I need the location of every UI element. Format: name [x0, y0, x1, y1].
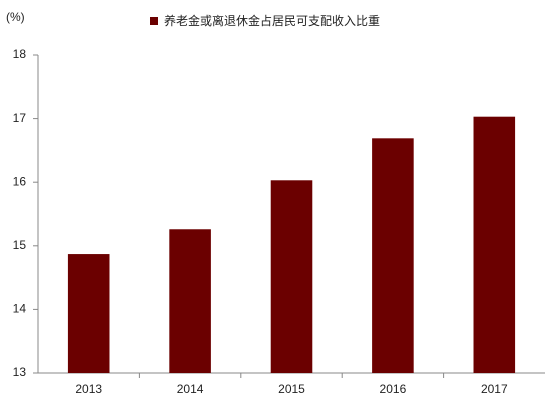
x-tick-label: 2014: [177, 382, 204, 396]
y-tick-label: 18: [13, 47, 27, 61]
x-tick-label: 2016: [380, 382, 407, 396]
legend-label: 养老金或离退休金占居民可支配收入比重: [164, 13, 380, 28]
x-tick-label: 2015: [278, 382, 305, 396]
y-tick-label: 14: [13, 302, 27, 316]
legend-swatch: [150, 17, 158, 25]
bar: [169, 229, 211, 373]
y-tick-label: 13: [13, 365, 27, 379]
y-tick-label: 15: [13, 238, 27, 252]
y-tick-label: 16: [13, 174, 27, 188]
y-tick-label: 17: [13, 111, 27, 125]
x-tick-label: 2017: [481, 382, 508, 396]
bar: [473, 116, 516, 373]
x-tick-label: 2013: [75, 382, 102, 396]
bar: [270, 180, 313, 373]
bar: [67, 254, 110, 373]
bar: [372, 138, 414, 373]
unit-label: (%): [6, 10, 25, 24]
